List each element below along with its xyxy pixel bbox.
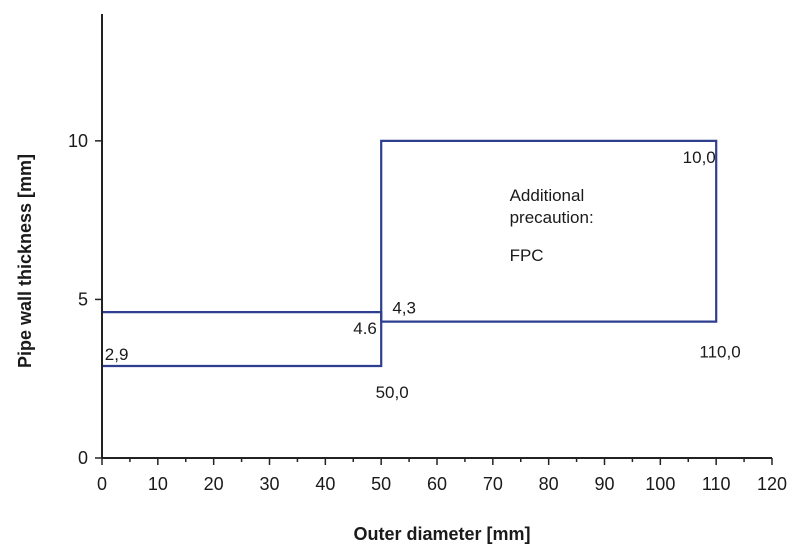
annotation-label: 110,0 — [699, 343, 740, 362]
y-tick-label: 5 — [78, 289, 88, 309]
annotation-label: 50,0 — [376, 383, 409, 402]
x-axis-title: Outer diameter [mm] — [353, 524, 530, 544]
annotation-label: precaution: — [510, 208, 594, 227]
annotation-label: 10,0 — [683, 148, 716, 167]
y-tick-label: 0 — [78, 448, 88, 468]
series-line-1 — [102, 311, 383, 368]
x-tick-label: 110 — [702, 474, 731, 494]
x-tick-label: 60 — [427, 474, 447, 494]
x-tick-label: 30 — [259, 474, 279, 494]
annotation-label: 4.6 — [353, 319, 377, 338]
y-ticks: 0 5 10 — [68, 131, 102, 468]
annotations: 2,9 4.6 50,0 4,3 10,0 110,0 Additional precauti… — [105, 148, 741, 402]
annotation-label: 2,9 — [105, 345, 129, 364]
x-tick-label: 80 — [539, 474, 559, 494]
x-tick-label: 100 — [645, 474, 675, 494]
y-tick-label: 10 — [68, 131, 88, 151]
annotation-label: 4,3 — [392, 299, 416, 318]
plot-lines — [102, 139, 718, 368]
x-tick-label: 50 — [371, 474, 391, 494]
annotation-label: Additional — [510, 186, 585, 205]
series-line-2 — [380, 139, 718, 323]
x-tick-label: 40 — [315, 474, 335, 494]
x-tick-label: 90 — [594, 474, 614, 494]
x-tick-label: 10 — [148, 474, 168, 494]
x-ticks: 0 10 20 30 40 50 60 70 80 90 100 110 120 — [97, 458, 787, 494]
x-tick-label: 120 — [757, 474, 787, 494]
y-axis-title: Pipe wall thickness [mm] — [15, 154, 35, 368]
x-tick-label: 20 — [204, 474, 224, 494]
annotation-label: FPC — [510, 246, 544, 265]
x-tick-label: 70 — [483, 474, 503, 494]
x-tick-label: 0 — [97, 474, 107, 494]
